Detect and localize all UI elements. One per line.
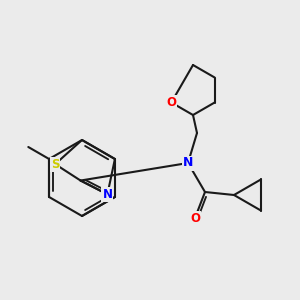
Text: S: S — [51, 158, 59, 171]
Text: O: O — [166, 96, 176, 109]
Text: N: N — [183, 157, 193, 169]
Text: O: O — [190, 212, 200, 224]
Text: N: N — [102, 188, 112, 201]
